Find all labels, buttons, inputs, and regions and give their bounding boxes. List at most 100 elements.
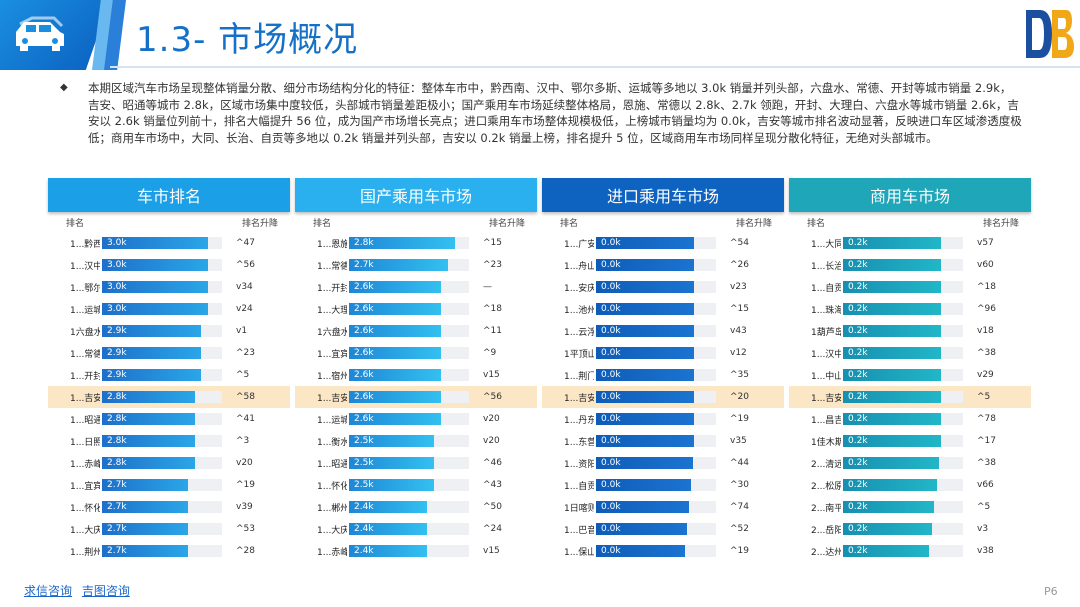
- table-row[interactable]: 1...保山市 0.0k ^19: [542, 540, 784, 562]
- column-header: 排名 排名升降: [789, 212, 1031, 229]
- sales-value: 2.6k: [354, 370, 374, 380]
- table-row[interactable]: 1...宜宾市 2.6k ^9: [295, 342, 537, 364]
- city-name: 1...怀化市: [70, 503, 100, 514]
- city-name: 1日喀则市: [564, 503, 594, 514]
- table-row[interactable]: 1...大庆市 2.4k ^24: [295, 518, 537, 540]
- rank-change: ^26: [730, 260, 749, 270]
- table-row[interactable]: 1六盘水市 2.6k ^11: [295, 320, 537, 342]
- table-row[interactable]: 1...池州市 0.0k ^15: [542, 298, 784, 320]
- table-row[interactable]: 1日喀则市 0.0k ^74: [542, 496, 784, 518]
- table-row[interactable]: 1...怀化市 2.7k v39: [48, 496, 290, 518]
- rank-change: v18: [977, 326, 994, 336]
- rank-change: ^28: [236, 546, 255, 556]
- table-row[interactable]: 1...云浮市 0.0k v43: [542, 320, 784, 342]
- table-row[interactable]: 1...珠海市 0.2k ^96: [789, 298, 1031, 320]
- table-row[interactable]: 1...赤峰市 2.8k v20: [48, 452, 290, 474]
- table-row[interactable]: 1...昭通市 2.5k ^46: [295, 452, 537, 474]
- table-row[interactable]: 1...日照市 2.8k ^3: [48, 430, 290, 452]
- rank-change: v20: [236, 458, 253, 468]
- table-row[interactable]: 1...丹东市 0.0k ^19: [542, 408, 784, 430]
- col-rank-header[interactable]: 排名: [807, 219, 826, 229]
- table-row[interactable]: 1平顶山市 0.0k v12: [542, 342, 784, 364]
- table-row[interactable]: 1...安庆市 0.0k v23: [542, 276, 784, 298]
- table-row[interactable]: 1...长治市 0.2k v60: [789, 254, 1031, 276]
- table-row[interactable]: 1...黔西南... 3.0k ^47: [48, 232, 290, 254]
- table-row[interactable]: 1...吉安市 0.2k ^5: [789, 386, 1031, 408]
- city-name: 1佳木斯市: [811, 437, 841, 448]
- table-row[interactable]: 1...怀化市 2.5k ^43: [295, 474, 537, 496]
- table-row[interactable]: 1...运城市 3.0k v24: [48, 298, 290, 320]
- sales-value: 2.6k: [354, 282, 374, 292]
- table-row[interactable]: 1...常德市 2.9k ^23: [48, 342, 290, 364]
- col-rank-header[interactable]: 排名: [560, 219, 579, 229]
- table-row[interactable]: 2...岳阳市 0.2k v3: [789, 518, 1031, 540]
- table-row[interactable]: 1...郴州市 2.4k ^50: [295, 496, 537, 518]
- table-row[interactable]: 1...常德市 2.7k ^23: [295, 254, 537, 276]
- table-row[interactable]: 1...宜宾市 2.7k ^19: [48, 474, 290, 496]
- table-row[interactable]: 1葫芦岛市 0.2k v18: [789, 320, 1031, 342]
- table-row[interactable]: 1...自贡市 0.2k ^18: [789, 276, 1031, 298]
- sales-value: 0.0k: [601, 480, 621, 490]
- table-row[interactable]: 1...中山市 0.2k v29: [789, 364, 1031, 386]
- table-row[interactable]: 1...开封市 2.9k ^5: [48, 364, 290, 386]
- col-change-header[interactable]: 排名升降: [982, 219, 1019, 229]
- table-row[interactable]: 1...衡水市 2.5k v20: [295, 430, 537, 452]
- sales-value: 0.2k: [848, 502, 868, 512]
- table-row[interactable]: 1...开封市 2.6k —: [295, 276, 537, 298]
- sales-value: 0.0k: [601, 524, 621, 534]
- table-row[interactable]: 1六盘水市 2.9k v1: [48, 320, 290, 342]
- table-row[interactable]: 1...赤峰市 2.4k v15: [295, 540, 537, 562]
- table-row[interactable]: 1...巴音郭... 0.0k ^52: [542, 518, 784, 540]
- sales-bar: [349, 457, 435, 469]
- rank-change: ^17: [977, 436, 996, 446]
- sales-bar: [102, 413, 195, 425]
- rank-change: ^18: [977, 282, 996, 292]
- sales-bar: [843, 369, 942, 381]
- table-row[interactable]: 2...松原市 0.2k v66: [789, 474, 1031, 496]
- table-row[interactable]: 1...吉安市 2.6k ^56: [295, 386, 537, 408]
- col-change-header[interactable]: 排名升降: [241, 219, 278, 229]
- table-row[interactable]: 1...昌吉回... 0.2k ^78: [789, 408, 1031, 430]
- rank-change: ^30: [730, 480, 749, 490]
- table-row[interactable]: 1...大同市 0.2k v57: [789, 232, 1031, 254]
- table-row[interactable]: 1...吉安市 0.0k ^20: [542, 386, 784, 408]
- table-row[interactable]: 1...汉中市 0.2k ^38: [789, 342, 1031, 364]
- rank-change: v15: [483, 370, 500, 380]
- table-row[interactable]: 1...舟山市 0.0k ^26: [542, 254, 784, 276]
- sales-bar: [596, 391, 695, 403]
- table-row[interactable]: 1...鄂尔多... 3.0k v34: [48, 276, 290, 298]
- footer-link-qiuxin[interactable]: 求信咨询: [24, 584, 73, 598]
- city-name: 2...岳阳市: [811, 525, 841, 536]
- table-row[interactable]: 1...广安市 0.0k ^54: [542, 232, 784, 254]
- table-row[interactable]: 1...昭通市 2.8k ^41: [48, 408, 290, 430]
- table-row[interactable]: 1佳木斯市 0.2k ^17: [789, 430, 1031, 452]
- table-row[interactable]: 2...南平市 0.2k ^5: [789, 496, 1031, 518]
- rank-change: ^11: [483, 326, 502, 336]
- table-row[interactable]: 1...大庆市 2.7k ^53: [48, 518, 290, 540]
- city-name: 1...昭通市: [317, 459, 347, 470]
- sales-value: 2.6k: [354, 414, 374, 424]
- table-row[interactable]: 1...荆州市 2.7k ^28: [48, 540, 290, 562]
- table-row[interactable]: 1...恩施土... 2.8k ^15: [295, 232, 537, 254]
- table-row[interactable]: 1...自贡市 0.0k ^30: [542, 474, 784, 496]
- sales-bar-track: 2.8k: [102, 435, 222, 447]
- table-row[interactable]: 1...吉安市 2.8k ^58: [48, 386, 290, 408]
- table-row[interactable]: 1...汉中市 3.0k ^56: [48, 254, 290, 276]
- table-row[interactable]: 2...达州市 0.2k v38: [789, 540, 1031, 562]
- table-row[interactable]: 1...宿州市 2.6k v15: [295, 364, 537, 386]
- sales-value: 0.2k: [848, 304, 868, 314]
- col-change-header[interactable]: 排名升降: [735, 219, 772, 229]
- column-header: 排名 排名升降: [542, 212, 784, 229]
- table-row[interactable]: 2...清远市 0.2k ^38: [789, 452, 1031, 474]
- table-row[interactable]: 1...大理白... 2.6k ^18: [295, 298, 537, 320]
- table-row[interactable]: 1...运城市 2.6k v20: [295, 408, 537, 430]
- footer-link-jitu[interactable]: 吉图咨询: [81, 584, 130, 598]
- col-rank-header[interactable]: 排名: [313, 219, 332, 229]
- col-rank-header[interactable]: 排名: [66, 219, 85, 229]
- page-number: P6: [1044, 585, 1058, 598]
- col-change-header[interactable]: 排名升降: [488, 219, 525, 229]
- table-row[interactable]: 1...东营市 0.0k v35: [542, 430, 784, 452]
- table-row[interactable]: 1...荆门市 0.0k ^35: [542, 364, 784, 386]
- table-row[interactable]: 1...资阳市 0.0k ^44: [542, 452, 784, 474]
